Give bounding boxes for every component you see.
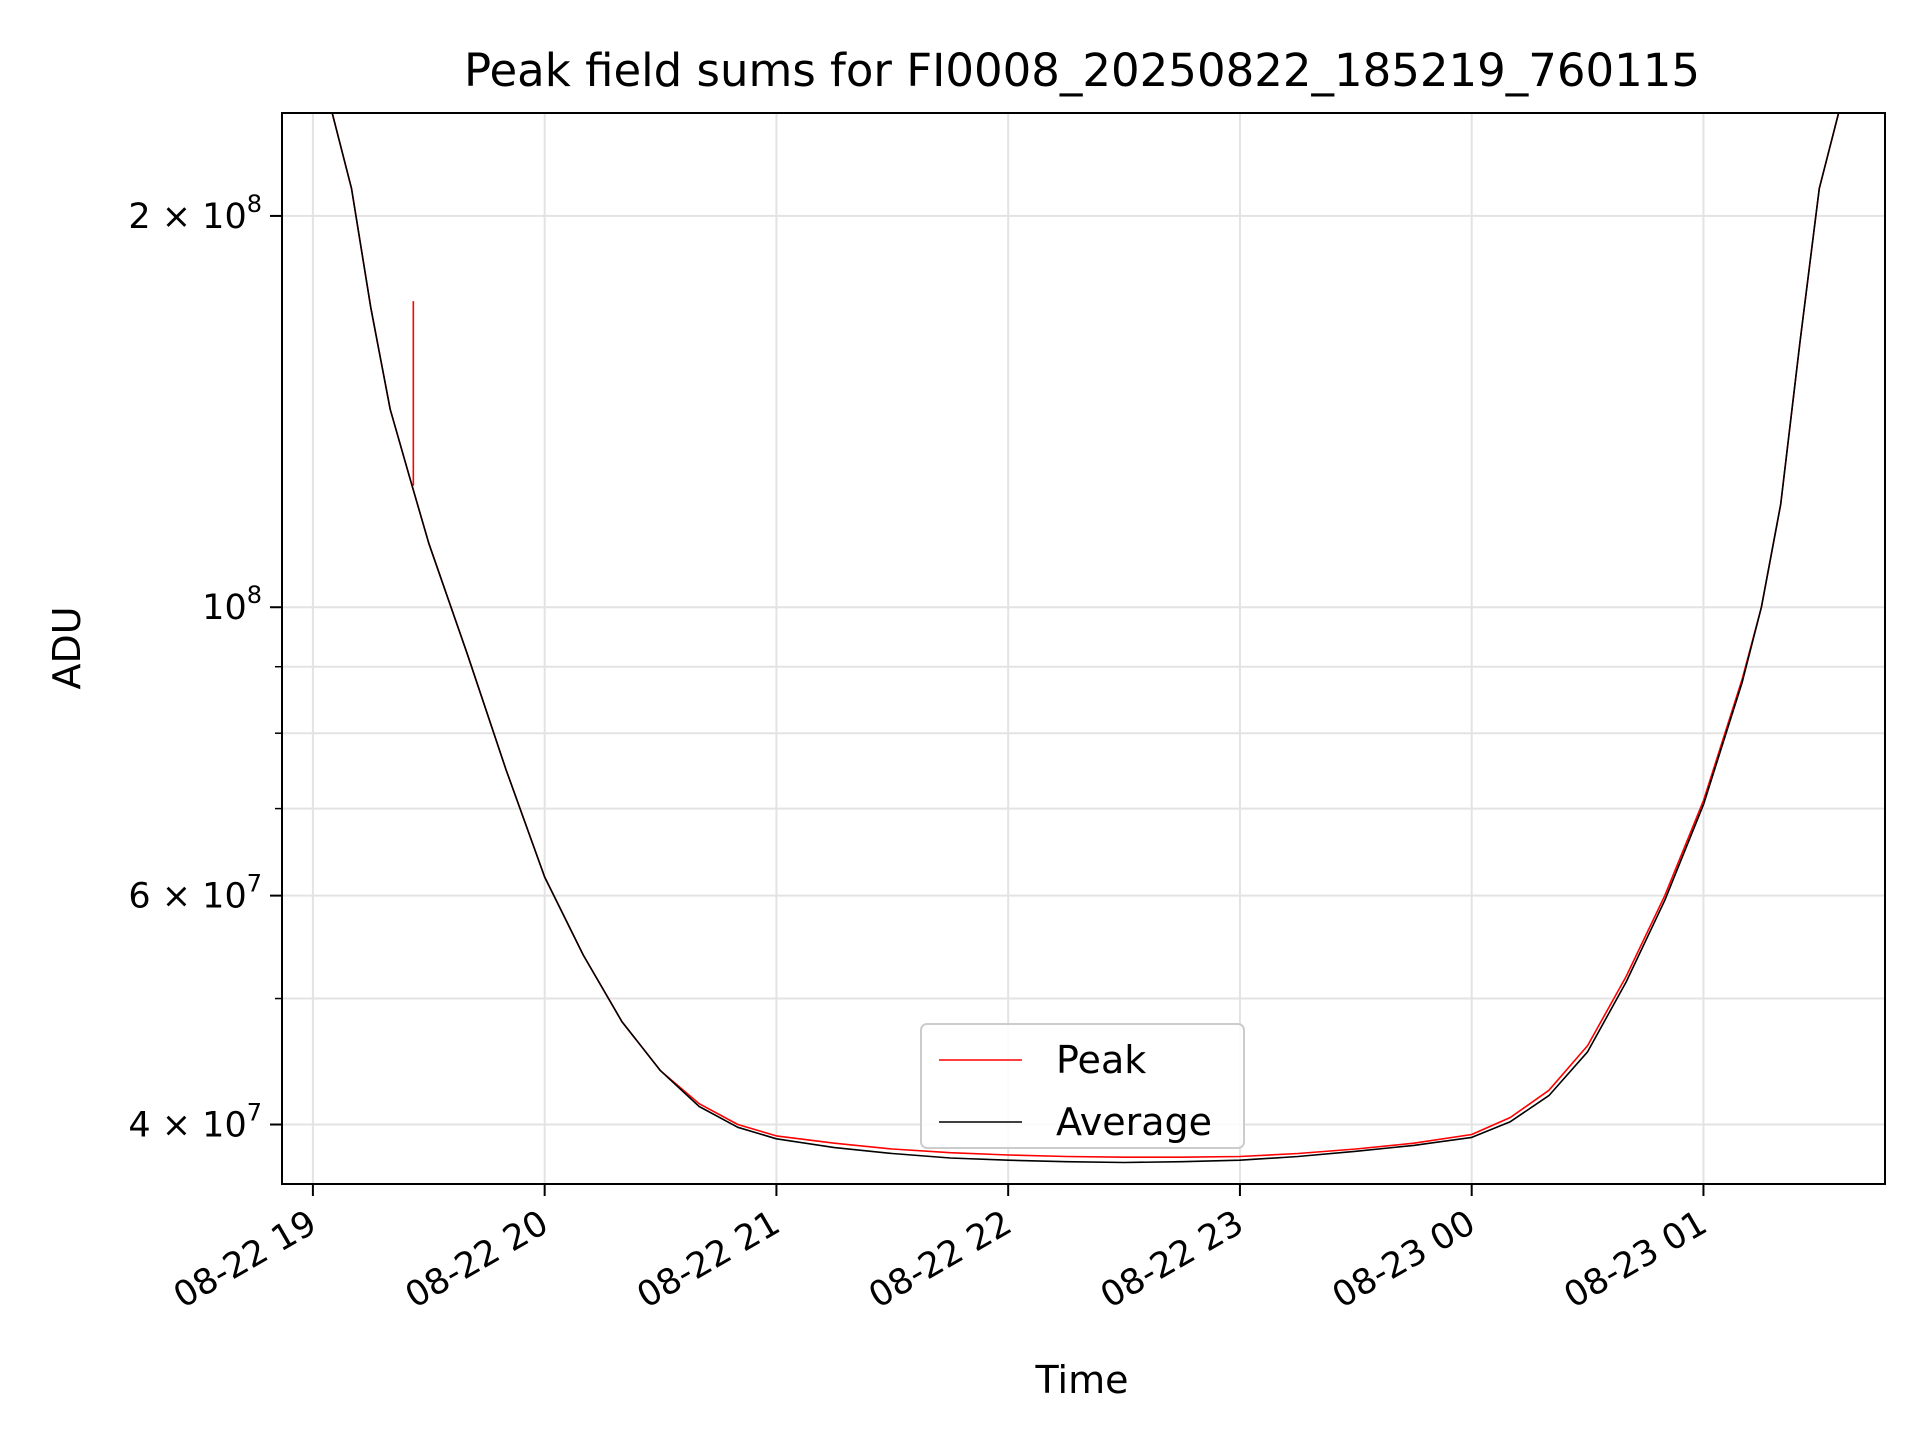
legend: Peak Average [920, 1023, 1245, 1149]
x-tick-label: 08-23 01 [1558, 1203, 1714, 1316]
legend-label-average: Average [1056, 1100, 1212, 1144]
x-tick-label: 08-22 19 [167, 1203, 323, 1316]
y-tick-exponent: 8 [247, 190, 262, 218]
y-tick-exponent: 8 [247, 581, 262, 609]
y-tick-label: 6 × 107 [128, 870, 262, 917]
chart-title: Peak field sums for FI0008_20250822_1852… [464, 44, 1700, 97]
y-tick-base: 6 × 10 [128, 877, 246, 917]
series-line-average [282, 113, 1885, 1164]
y-tick-label: 2 × 108 [128, 190, 262, 237]
legend-label-peak: Peak [1056, 1038, 1146, 1082]
y-tick-exponent: 7 [247, 1099, 262, 1127]
x-tick-label: 08-22 23 [1094, 1203, 1250, 1316]
y-tick-label: 108 [202, 581, 262, 628]
x-tick-label: 08-22 21 [631, 1203, 787, 1316]
x-tick-label: 08-23 00 [1326, 1203, 1482, 1316]
x-ticks: 08-22 19 08-22 20 08-22 21 08-22 22 08-22 23… [167, 1184, 1714, 1316]
series-line-peak [282, 113, 1885, 1158]
y-tick-base: 10 [202, 588, 247, 628]
y-tick-label: 4 × 107 [128, 1099, 262, 1146]
y-tick-base: 4 × 10 [128, 1106, 246, 1146]
series-layer [282, 113, 1885, 1164]
x-tick-label: 08-22 22 [862, 1203, 1018, 1316]
plot-frame [281, 112, 1886, 1185]
x-axis-label: Time [1035, 1358, 1129, 1402]
y-tick-exponent: 7 [247, 870, 262, 898]
grid [282, 113, 1885, 1184]
y-axis-label: ADU [45, 606, 89, 689]
x-tick-label: 08-22 20 [399, 1203, 555, 1316]
y-tick-base: 2 × 10 [128, 197, 246, 237]
legend-box [920, 1023, 1245, 1149]
